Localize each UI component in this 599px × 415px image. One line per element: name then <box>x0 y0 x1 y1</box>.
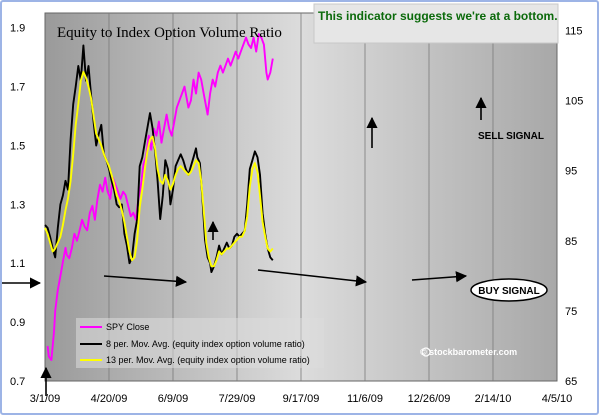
right-tick-label-3: 95 <box>565 166 577 178</box>
note-box-background <box>313 3 559 44</box>
x-tick-label-7: 2/14/10 <box>475 393 512 405</box>
legend: SPY Close 8 per. Mov. Avg. (equity index… <box>76 318 324 368</box>
x-tick-label-8: 4/5/10 <box>542 393 573 405</box>
series-line-8-period-ma <box>44 44 274 274</box>
watermark-text: © stockbarometer.com <box>420 347 517 357</box>
x-axis-tick-labels: 3/1/09 4/20/09 6/9/09 7/29/09 9/17/09 11/6/09… <box>30 393 573 405</box>
series-line-13-period-ma <box>44 70 274 268</box>
right-axis-tick-labels: 65 75 85 95 105 115 <box>565 26 583 388</box>
arrow-bottom-2 <box>103 275 188 287</box>
buy-signal-oval <box>470 278 548 302</box>
left-tick-label-3: 1.3 <box>10 199 25 211</box>
note-text: This indicator suggests we're at a botto… <box>318 9 558 23</box>
note-box: This indicator suggests we're at a botto… <box>313 3 559 44</box>
x-tick-label-0: 3/1/09 <box>30 393 61 405</box>
right-tick-label-2: 85 <box>565 236 577 248</box>
chart-title: Equity to Index Option Volume Ratio <box>57 25 282 41</box>
left-tick-label-4: 1.5 <box>10 140 25 152</box>
left-tick-label-0: 0.7 <box>10 376 25 388</box>
x-tick-label-6: 12/26/09 <box>408 393 451 405</box>
right-tick-label-4: 105 <box>565 96 583 108</box>
x-tick-label-5: 11/6/09 <box>347 393 383 405</box>
right-tick-label-5: 115 <box>565 26 583 38</box>
annotation-sell-signal: SELL SIGNAL <box>478 131 544 142</box>
legend-label-13ma: 13 per. Mov. Avg. (equity index option v… <box>106 355 310 365</box>
legend-label-8ma: 8 per. Mov. Avg. (equity index option vo… <box>106 339 305 349</box>
left-tick-label-1: 0.9 <box>10 317 25 329</box>
sell-signal-label: SELL SIGNAL <box>478 131 544 142</box>
watermark-icon <box>421 347 431 357</box>
left-tick-label-2: 1.1 <box>10 258 25 270</box>
x-tick-label-1: 4/20/09 <box>91 393 128 405</box>
right-tick-label-1: 75 <box>565 306 577 318</box>
x-tick-label-3: 7/29/09 <box>219 393 256 405</box>
arrow-bottom-4 <box>411 271 468 283</box>
annotation-buy-signal: BUY SIGNAL <box>470 278 548 302</box>
watermark: © stockbarometer.com <box>420 347 517 357</box>
left-axis-tick-labels: 0.7 0.9 1.1 1.3 1.5 1.7 1.9 <box>10 23 25 388</box>
buy-signal-label: BUY SIGNAL <box>478 286 540 297</box>
legend-background <box>76 318 324 368</box>
right-tick-label-0: 65 <box>565 376 577 388</box>
legend-label-spy: SPY Close <box>106 322 149 332</box>
annotation-arrows <box>2 96 487 396</box>
x-tick-label-4: 9/17/09 <box>283 393 320 405</box>
x-tick-label-2: 6/9/09 <box>158 393 189 405</box>
left-tick-label-5: 1.7 <box>10 82 25 94</box>
arrow-bottom-3 <box>257 269 368 287</box>
series-lines <box>44 33 274 361</box>
series-line-spy-close <box>46 33 274 361</box>
left-tick-label-6: 1.9 <box>10 23 25 35</box>
